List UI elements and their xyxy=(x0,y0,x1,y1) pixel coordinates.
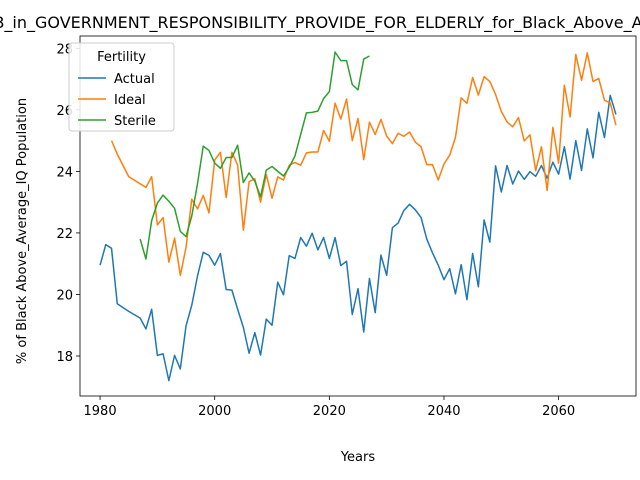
legend: Fertility Actual Ideal Sterile xyxy=(68,42,175,132)
legend-title: Fertility xyxy=(97,50,146,65)
y-tick-label: 24 xyxy=(56,165,73,180)
series-line-ideal xyxy=(110,52,617,277)
x-tick-label: 2060 xyxy=(542,404,575,419)
legend-label-ideal: Ideal xyxy=(114,93,146,108)
chart-title: B_in_GOVERNMENT_RESPONSIBILITY_PROVIDE_F… xyxy=(0,13,640,33)
legend-label-actual: Actual xyxy=(114,72,155,87)
y-tick-label: 22 xyxy=(56,227,73,242)
y-tick-label: 18 xyxy=(56,350,73,365)
x-axis-label: Years xyxy=(340,450,376,465)
y-axis-label: % of Black Above_Average_IQ Population xyxy=(15,98,30,364)
legend-box xyxy=(68,42,175,132)
x-tick-label: 2020 xyxy=(313,404,346,419)
series-line-actual xyxy=(99,94,617,382)
plot-frame xyxy=(79,35,637,397)
x-tick-label: 2000 xyxy=(198,404,231,419)
x-tick-label: 2040 xyxy=(427,404,460,419)
x-tick-label: 1980 xyxy=(84,404,117,419)
series-line-sterile xyxy=(139,51,370,260)
y-tick-label: 20 xyxy=(56,288,73,303)
legend-label-sterile: Sterile xyxy=(114,114,156,129)
